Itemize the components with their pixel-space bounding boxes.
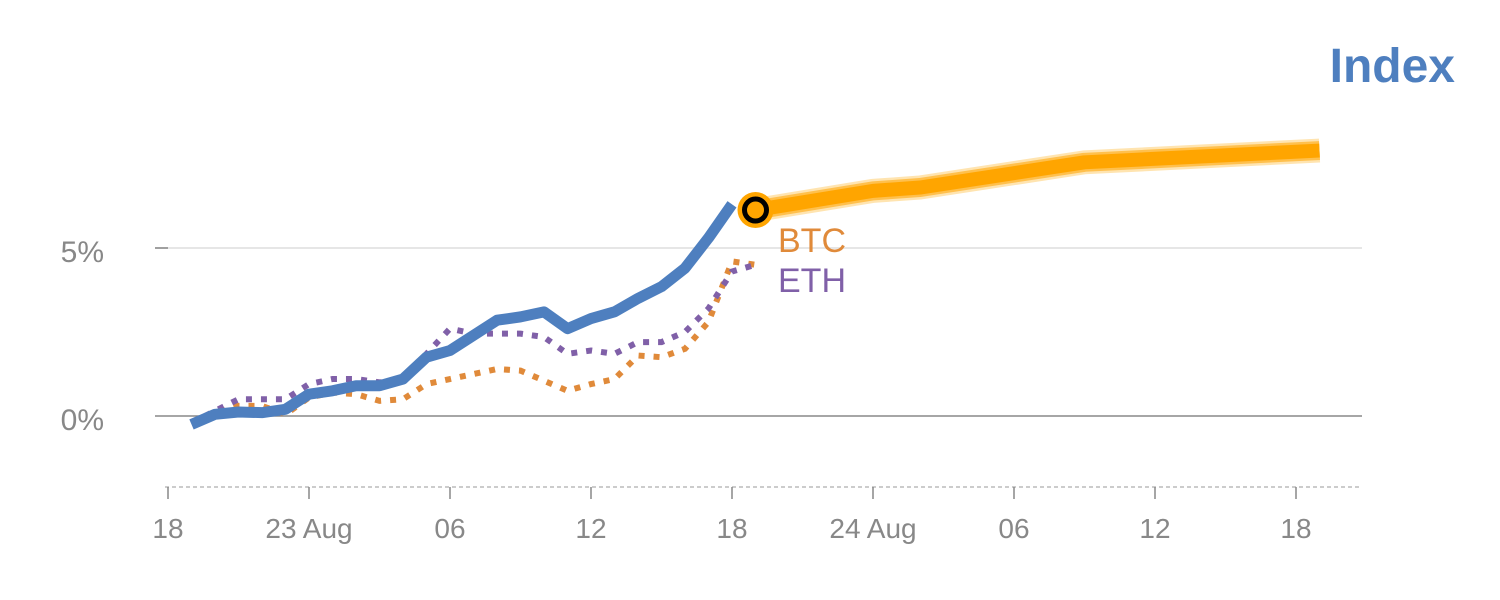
x-tick-label: 06 <box>434 513 465 544</box>
btc-label: BTC <box>778 222 846 260</box>
eth-label: ETH <box>778 262 846 300</box>
x-tick-label: 12 <box>575 513 606 544</box>
current-point-marker-ring <box>742 196 769 224</box>
y-tick-label-5: 5% <box>61 236 104 269</box>
x-tick-label: 18 <box>152 513 183 544</box>
chart-title: Index <box>1330 40 1456 93</box>
y-tick-label-0: 0% <box>61 404 104 437</box>
x-tick-label: 06 <box>998 513 1029 544</box>
x-tick-label: 18 <box>716 513 747 544</box>
x-tick-label: 18 <box>1280 513 1311 544</box>
x-tick-label: 12 <box>1139 513 1170 544</box>
series-line-eth <box>190 261 757 426</box>
x-tick-label: 23 Aug <box>265 513 352 544</box>
x-tick-label: 24 Aug <box>829 513 916 544</box>
series-line-forecast <box>754 143 1320 217</box>
series-line-index <box>189 201 737 430</box>
